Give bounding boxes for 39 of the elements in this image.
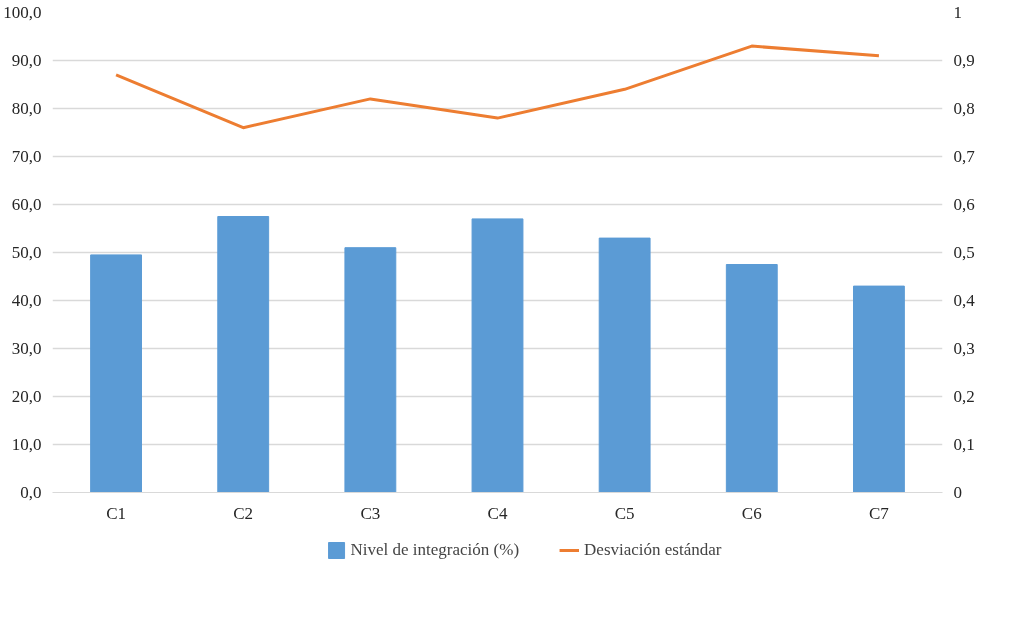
bar xyxy=(725,264,778,493)
x-tick-label: C6 xyxy=(741,503,762,523)
x-tick-label: C4 xyxy=(487,503,508,523)
bar xyxy=(217,216,270,493)
y-tick-label: 50,0 xyxy=(11,243,42,262)
y2-tick-label: 0,9 xyxy=(953,51,975,70)
y2-tick-label: 0,4 xyxy=(953,291,976,310)
x-tick-label: C3 xyxy=(360,503,381,523)
y-tick-label: 70,0 xyxy=(11,147,42,166)
y-tick-label: 30,0 xyxy=(11,339,42,358)
y2-tick-label: 0,7 xyxy=(953,147,976,166)
y2-tick-label: 0 xyxy=(953,483,962,502)
y2-tick-label: 0,5 xyxy=(953,243,975,262)
y-tick-label: 90,0 xyxy=(11,51,42,70)
bar xyxy=(853,285,905,493)
x-tick-label: C7 xyxy=(869,503,890,523)
y-tick-label: 20,0 xyxy=(11,387,42,406)
y2-tick-label: 0,6 xyxy=(953,195,975,214)
y2-tick-label: 0,8 xyxy=(953,99,975,118)
y-tick-label: 60,0 xyxy=(11,195,42,214)
bar xyxy=(598,237,651,493)
y2-tick-label: 0,2 xyxy=(953,387,975,406)
y-tick-label: 0,0 xyxy=(20,483,42,502)
legend-label: Nivel de integración (%) xyxy=(350,540,520,560)
y2-tick-label: 0,1 xyxy=(953,435,975,454)
y2-tick-label: 1 xyxy=(953,3,962,22)
y-tick-label: 10,0 xyxy=(11,435,42,454)
bar xyxy=(471,218,524,493)
bar xyxy=(90,254,142,493)
x-tick-label: C1 xyxy=(106,503,126,523)
y-tick-label: 40,0 xyxy=(11,291,42,310)
y2-tick-label: 0,3 xyxy=(953,339,975,358)
x-tick-label: C5 xyxy=(614,503,635,523)
bar xyxy=(344,247,397,493)
y-tick-label: 80,0 xyxy=(11,99,42,118)
legend-label: Desviación estándar xyxy=(584,540,722,560)
x-tick-label: C2 xyxy=(233,503,254,523)
y-tick-label: 100,0 xyxy=(3,3,42,22)
line-series xyxy=(114,44,881,130)
